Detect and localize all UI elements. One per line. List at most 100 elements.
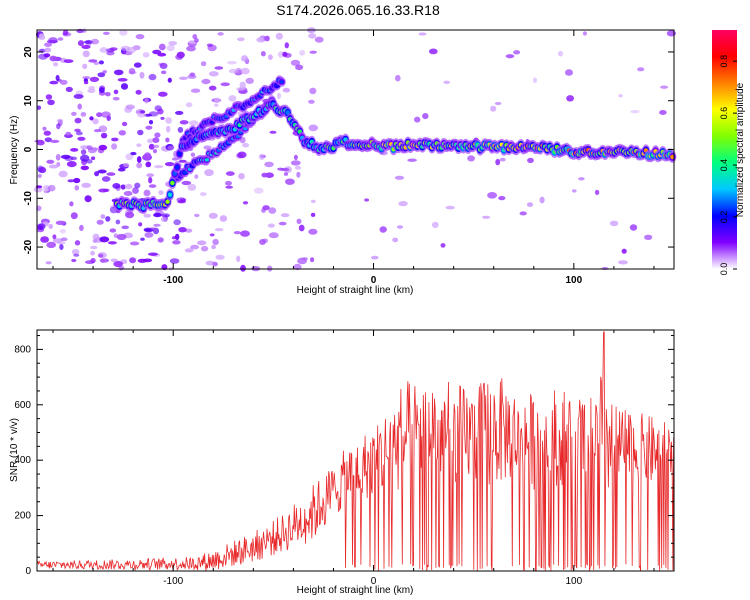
spectrogram-noise-blob (282, 51, 288, 57)
spectrogram-noise-blob (74, 128, 81, 132)
spectrogram-noise-blob (487, 192, 498, 199)
spectrogram-noise-blob (148, 120, 154, 125)
spectrogram-noise-blob (208, 85, 217, 91)
spectrogram-noise-blob (268, 207, 277, 214)
spectrogram-noise-blob (175, 233, 180, 241)
spectrogram-noise-blob (56, 241, 66, 245)
spectrogram-noise-blob (63, 59, 74, 63)
spectrogram-noise-blob (212, 261, 218, 267)
spectrogram-noise-blob (90, 250, 95, 256)
spectrogram-noise-blob (294, 165, 302, 170)
spectrogram-noise-blob (143, 213, 152, 218)
main-ridge-core (177, 151, 182, 156)
spectrogram-noise-blob (308, 228, 318, 235)
spectrogram-noise-blob (47, 184, 56, 192)
spectrogram-noise-blob (262, 238, 269, 243)
spectrogram-noise-blob (89, 76, 100, 82)
snr-y-label: SNR (10 * v/v) (9, 418, 20, 482)
spectrogram-noise-blob (139, 71, 145, 79)
spectrogram-noise-blob (59, 79, 68, 85)
spectrogram-noise-blob (208, 71, 219, 77)
spectrogram-noise-blob (120, 45, 131, 52)
spectrogram-noise-blob (59, 244, 64, 250)
spectrogram-noise-blob (67, 179, 75, 183)
spectrogram-noise-blob (81, 182, 91, 188)
spectrogram-noise-blob (101, 111, 111, 118)
spectrogram-noise-blob (46, 241, 57, 249)
spectrogram-noise-blob (178, 227, 187, 233)
spectrogram-noise-blob (414, 116, 421, 123)
spectrogram-noise-blob (71, 111, 77, 116)
spectrogram-noise-blob (136, 162, 143, 169)
spectrogram-noise-blob (209, 233, 215, 237)
snr-y-tick-label: 600 (14, 400, 31, 411)
spectrogram-noise-blob (237, 151, 247, 159)
spectrogram-noise-blob (148, 176, 153, 184)
spectrogram-noise-blob (103, 31, 110, 35)
snr-frame (36, 329, 675, 572)
spectrogram-noise-blob (189, 72, 196, 77)
spectrogram-noise-blob (96, 112, 103, 118)
spectrogram-noise-blob (99, 236, 110, 243)
spectrogram-noise-blob (75, 131, 83, 136)
spectrogram-noise-blob (519, 211, 527, 216)
spectrogram-noise-blob (275, 32, 283, 40)
spectrogram-noise-blob (215, 254, 225, 260)
spectrogram-noise-blob (214, 97, 221, 104)
spectrogram-noise-blob (526, 202, 534, 207)
spectrogram-noise-blob (309, 87, 317, 95)
spectrogram-noise-blob (314, 36, 324, 43)
spectrogram-noise-blob (241, 55, 248, 62)
snr-y-tick-label: 200 (14, 511, 31, 522)
spectrogram-noise-blob (77, 136, 86, 141)
spectrogram-noise-blob (225, 185, 233, 189)
spectrogram-noise-blob (39, 33, 44, 40)
spectrogram-noise-blob (178, 159, 187, 163)
spectrogram-noise-blob (137, 129, 144, 136)
spectrogram-noise-blob (245, 77, 254, 84)
spectrogram-noise-blob (264, 172, 274, 178)
spectrogram-noise-blob (100, 214, 106, 219)
spectrogram-noise-blob (220, 82, 230, 87)
spectrogram-noise-blob (308, 124, 319, 132)
spectrogram-noise-blob (49, 55, 57, 62)
spectrogram-noise-blob (513, 50, 521, 55)
spectrogram-noise-blob (242, 143, 250, 148)
spectrogram-noise-blob (43, 185, 51, 192)
spectrogram-noise-blob (233, 231, 241, 235)
spectrogram-noise-blob (37, 223, 46, 230)
spectrogram-noise-blob (160, 116, 165, 120)
spectrogram-y-label: Frequency (Hz) (9, 116, 20, 185)
spectrogram-noise-blob (96, 219, 104, 225)
spectrogram-noise-blob (177, 126, 184, 133)
spectrogram-noise-blob (66, 161, 77, 168)
spectrogram-noise-blob (97, 72, 106, 78)
spectrogram-noise-blob (46, 39, 57, 44)
spectrogram-noise-blob (117, 78, 128, 82)
spectrogram-noise-blob (194, 38, 199, 43)
spectrogram-noise-blob (115, 219, 121, 225)
spectrogram-y-tick-label: 0 (23, 146, 34, 152)
spectrogram-noise-blob (490, 105, 497, 112)
spectrogram-noise-blob (494, 102, 502, 105)
spectrogram-noise-blob (62, 29, 69, 36)
spectrogram-noise-blob (228, 68, 239, 74)
spectrogram-noise-blob (57, 37, 64, 41)
colorbar-gradient (712, 30, 737, 269)
spectrogram-noise-blob (660, 85, 669, 89)
spectrogram-noise-blob (179, 198, 187, 202)
spectrogram-noise-blob (133, 62, 142, 68)
spectrogram-noise-blob (217, 32, 224, 36)
spectrogram-noise-blob (38, 53, 48, 60)
spectrogram-noise-blob (147, 138, 154, 144)
spectrogram-noise-blob (276, 92, 282, 100)
main-ridge-core (167, 192, 173, 197)
spectrogram-noise-blob (46, 159, 55, 164)
snr-x-tick-label: 0 (371, 576, 377, 587)
spectrogram-noise-blob (207, 44, 217, 52)
spectrogram-noise-blob (225, 180, 232, 186)
spectrogram-noise-blob (280, 213, 290, 218)
spectrogram-noise-blob (204, 169, 214, 177)
spectrogram-noise-blob (145, 161, 152, 168)
main-ridge-core (165, 199, 170, 204)
